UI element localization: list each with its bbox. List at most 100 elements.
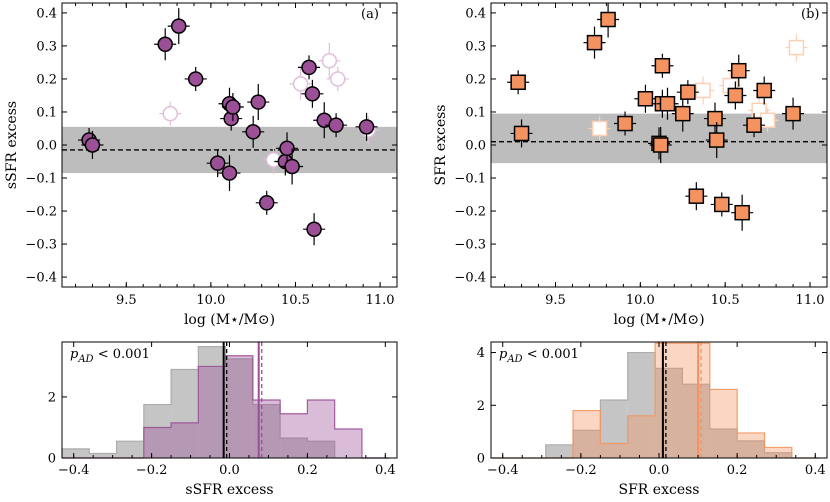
filled-data-point <box>167 8 190 45</box>
circle-marker <box>187 71 204 87</box>
square-marker <box>695 82 711 99</box>
y-tick-label: 0.3 <box>465 39 486 54</box>
y-tick-label: 0 <box>48 452 56 467</box>
square-marker <box>734 204 750 221</box>
histogram-bar <box>627 352 656 458</box>
square-marker <box>513 125 530 142</box>
y-tick-label: −0.3 <box>25 238 57 253</box>
p-symbol: p <box>499 347 508 362</box>
histogram-bar <box>709 429 738 458</box>
open-data-point <box>289 67 312 100</box>
circle-marker <box>250 94 267 110</box>
filled-data-point <box>782 97 805 130</box>
histogram-bar <box>198 366 226 458</box>
filled-data-point <box>510 119 533 148</box>
histogram-bar <box>764 452 792 458</box>
y-tick-label: 0 <box>477 452 485 467</box>
y-tick-label: 0.1 <box>36 105 57 120</box>
filled-data-point <box>597 3 620 38</box>
open-data-point <box>326 66 349 91</box>
square-marker <box>714 196 730 213</box>
square-marker <box>586 34 603 51</box>
square-marker <box>654 57 671 74</box>
filled-data-point <box>685 182 708 211</box>
histogram-bar <box>307 441 335 458</box>
x-axis-label: SFR excess <box>619 482 700 498</box>
histogram-bar <box>737 432 765 458</box>
square-marker <box>600 11 616 28</box>
y-tick-label: 0.0 <box>36 139 57 154</box>
circle-marker <box>245 124 261 140</box>
histogram-bar <box>573 410 601 458</box>
x-tick-label: 11.0 <box>366 293 395 308</box>
p-symbol: p <box>70 347 79 362</box>
y-tick-label: −0.2 <box>454 205 486 220</box>
x-tick-label: 0.0 <box>649 463 670 478</box>
x-tick-label: 9.5 <box>545 293 566 308</box>
open-data-point <box>692 76 715 105</box>
filled-data-point <box>301 79 324 108</box>
p-ad-annotation: pAD < 0.001 <box>70 347 150 365</box>
open-data-point <box>318 42 341 79</box>
y-tick-label: −0.1 <box>25 172 57 187</box>
filled-data-point <box>255 190 278 215</box>
x-axis-label: log (M⋆/M⊙) <box>184 312 275 328</box>
filled-data-point <box>634 84 657 113</box>
histogram-bar <box>89 453 117 458</box>
y-tick-label: 4 <box>477 346 485 361</box>
histogram-bar <box>252 404 281 458</box>
histogram-outline <box>491 342 820 459</box>
x-tick-label: 11.0 <box>796 293 825 308</box>
y-tick-label: 0.4 <box>465 6 486 21</box>
x-tick-label: 10.5 <box>281 293 310 308</box>
filled-data-point <box>727 54 750 87</box>
y-tick-label: 0.1 <box>465 105 486 120</box>
circle-marker <box>157 36 173 53</box>
filled-data-point <box>710 192 733 217</box>
circle-marker <box>225 99 241 115</box>
x-tick-label: −0.2 <box>136 463 168 478</box>
y-tick-label: 2 <box>48 390 56 405</box>
filled-data-point <box>704 102 726 135</box>
circle-marker <box>221 165 238 181</box>
square-marker <box>510 74 526 91</box>
circle-marker <box>328 117 344 133</box>
circle-marker <box>292 76 309 92</box>
circle-marker <box>162 105 179 122</box>
x-tick-label: 10.0 <box>196 293 225 308</box>
filled-data-point <box>281 148 304 185</box>
circle-marker <box>170 18 187 34</box>
histogram-outline <box>62 355 390 459</box>
histogram-bar <box>682 384 710 458</box>
filled-data-point <box>649 127 672 163</box>
histogram-series-comparison <box>61 345 390 459</box>
y-axis-label: sSFR excess <box>4 101 20 189</box>
histogram-bar <box>334 429 362 458</box>
circle-marker <box>279 140 295 157</box>
filled-data-point <box>753 76 776 105</box>
filled-data-point <box>221 93 244 122</box>
x-tick-label: −0.2 <box>565 463 597 478</box>
square-marker <box>756 82 772 99</box>
filled-data-point <box>218 155 241 192</box>
p-subscript: AD <box>506 354 522 365</box>
histogram-bar <box>280 438 308 458</box>
panel-a-ssfr-scatter: 9.5 10.0 10.5 11.0 −0.4 −0.3 −0.2 −0.1 0.0 0.1 0.2… <box>4 2 398 328</box>
panel-b-sfr-scatter: 9.5 10.0 10.5 11.0 −0.4 −0.3 −0.2 −0.1 0.0 0.1 0.2… <box>433 2 828 328</box>
square-marker <box>652 137 669 153</box>
filled-data-point <box>507 70 530 95</box>
filled-data-point <box>303 213 326 246</box>
square-marker <box>707 110 723 127</box>
x-axis-label: sSFR excess <box>185 482 273 498</box>
filled-data-point <box>184 66 207 91</box>
histogram-bar <box>143 427 172 458</box>
histogram-bar <box>682 343 710 458</box>
histogram-bar <box>225 358 253 458</box>
x-tick-label: 9.5 <box>116 293 137 308</box>
x-axis-label: log (M⋆/M⊙) <box>613 312 704 328</box>
square-marker <box>659 95 676 112</box>
x-tick-label: −0.4 <box>487 463 519 478</box>
panel-c-ssfr-histogram: −0.4 −0.2 0.0 0.2 0.4 0 2 pAD < 0.001 sSFR exces… <box>48 341 398 498</box>
circle-marker <box>358 119 375 135</box>
p-value: < 0.001 <box>94 347 150 362</box>
